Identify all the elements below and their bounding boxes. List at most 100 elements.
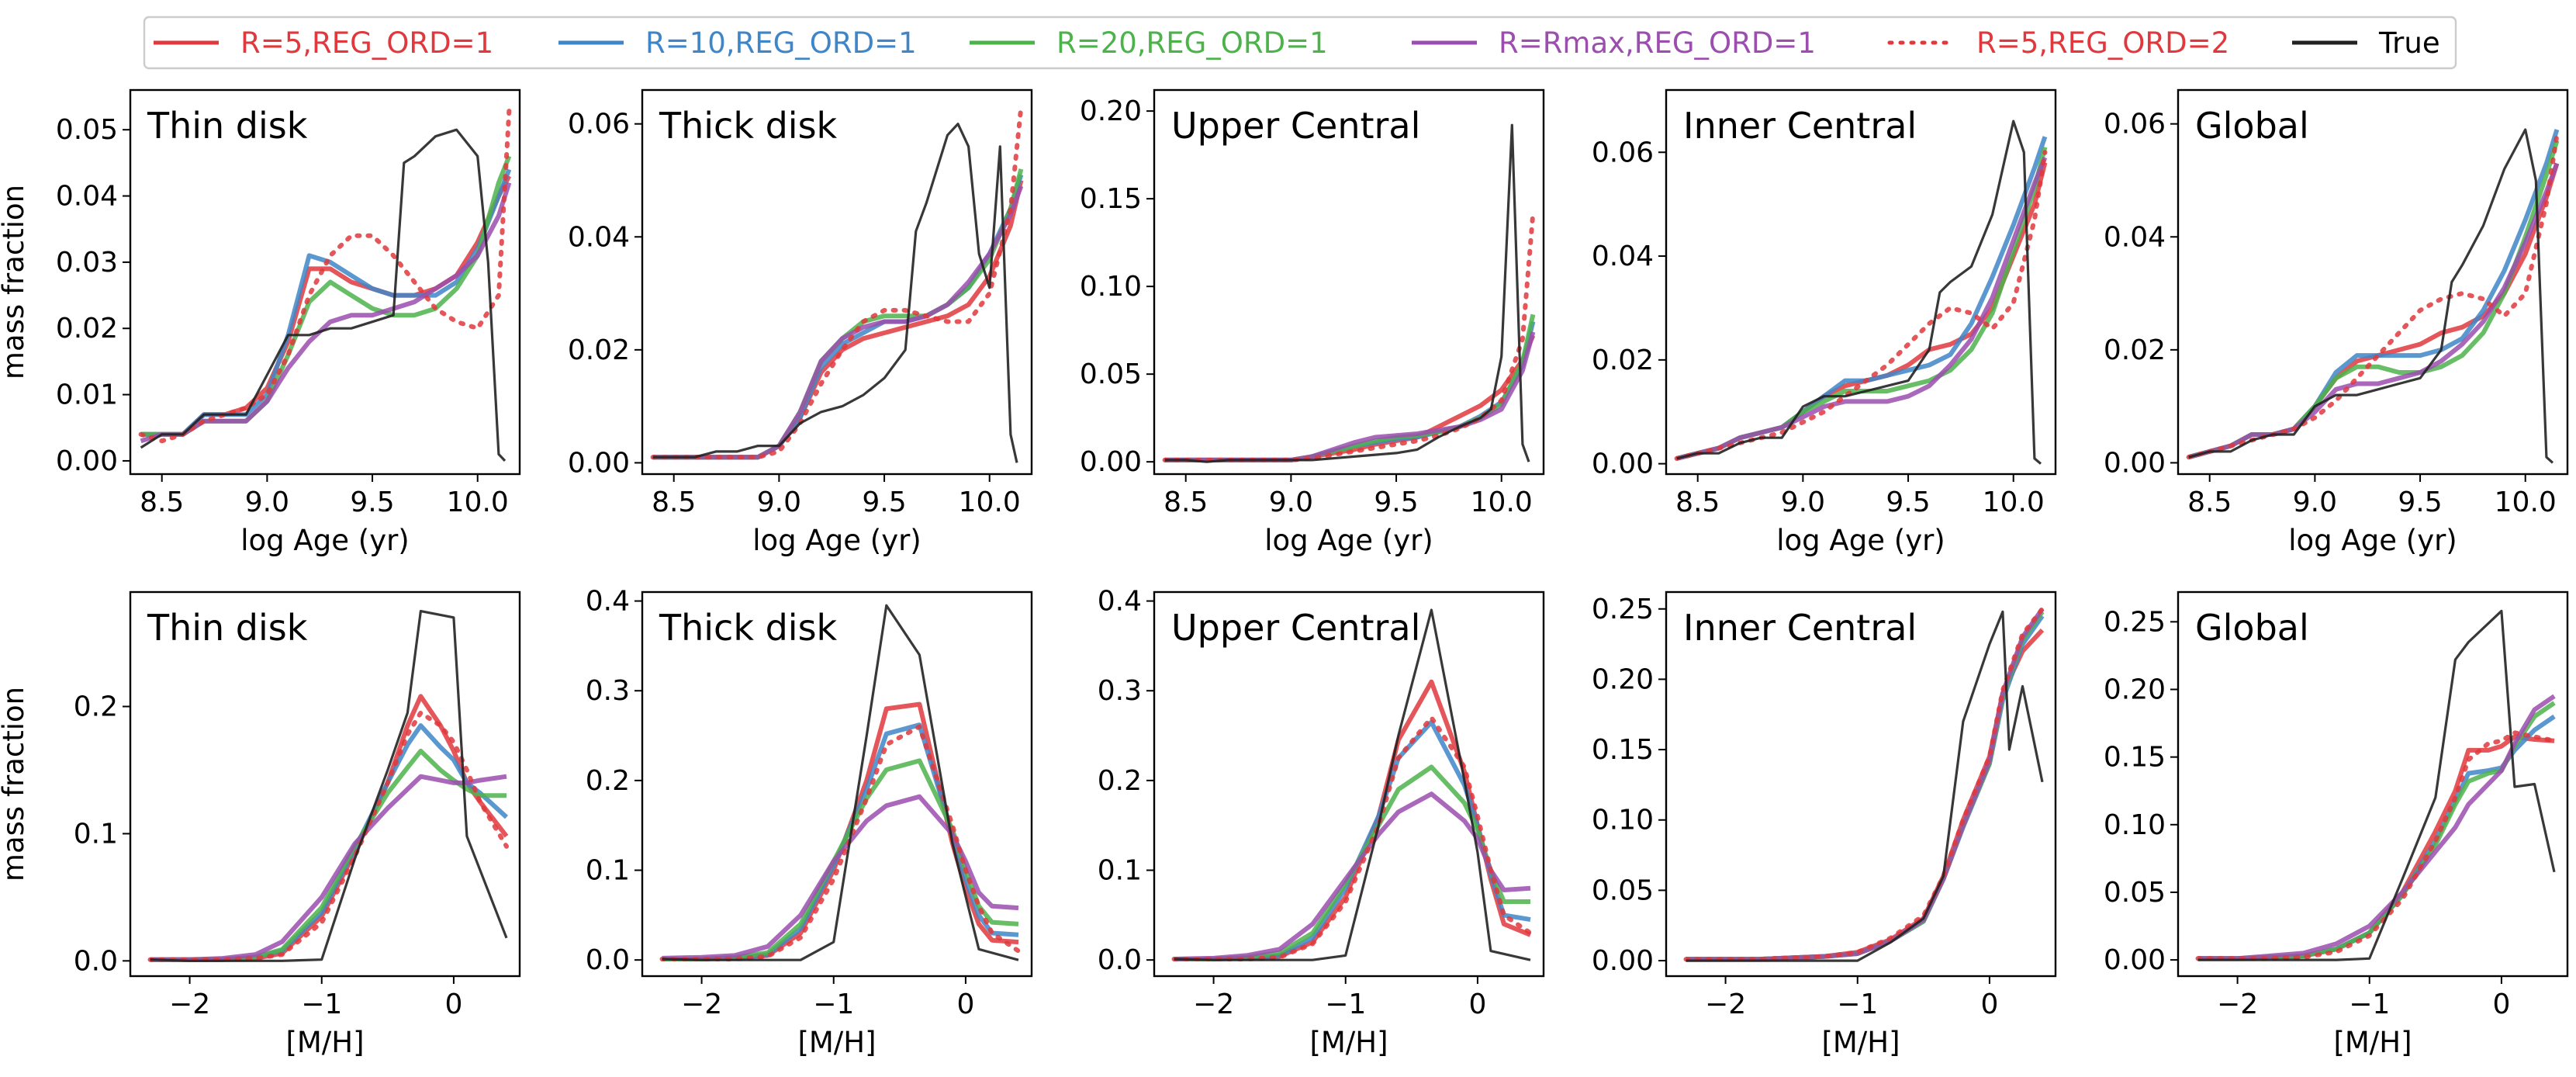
panel-4-xtick-label: 8.5 bbox=[1675, 487, 1720, 518]
panel-1-series-r5o2 bbox=[138, 107, 512, 444]
panel-3-ytick-label: 0.00 bbox=[1080, 446, 1142, 478]
panel-3-ytick-label: 0.10 bbox=[1080, 271, 1142, 303]
panel-1-xtick-label: 9.5 bbox=[350, 487, 394, 518]
panel-7-series-r10 bbox=[662, 722, 1019, 961]
panel-3-series-rmax bbox=[1164, 331, 1536, 462]
legend-label-rmax: R=Rmax,REG_ORD=1 bbox=[1499, 26, 1816, 60]
panel-9-xtick-label: 0 bbox=[1980, 989, 1998, 1020]
panel-10-xtick-label: −1 bbox=[2349, 989, 2390, 1020]
panel-9-series-true bbox=[1686, 610, 2044, 962]
panel-5-xtick-label: 9.0 bbox=[2293, 487, 2337, 518]
panel-2-frame bbox=[641, 88, 1033, 476]
panel-7-series-true bbox=[662, 604, 1019, 961]
panel-5-title: Global bbox=[2195, 105, 2309, 147]
panel-2-series-r5 bbox=[652, 179, 1024, 460]
panel-5-series-rmax bbox=[2187, 162, 2560, 460]
panel-1-series-true bbox=[140, 128, 507, 462]
panel-7-ytick-label: 0.0 bbox=[586, 944, 630, 976]
panel-1-xtick-label: 8.5 bbox=[140, 487, 184, 518]
panel-10-ytick-label: 0.00 bbox=[2104, 944, 2166, 976]
panel-2-xtick-label: 9.0 bbox=[757, 487, 801, 518]
panel-1-xtick-label: 10.0 bbox=[447, 487, 509, 518]
panel-7-frame bbox=[641, 590, 1033, 978]
panel-1-series-r10 bbox=[140, 168, 512, 437]
panel-10-series-r5o2 bbox=[2195, 730, 2557, 961]
panel-9-series-r10 bbox=[1686, 615, 2045, 962]
panel-10-xtick-label: −2 bbox=[2217, 989, 2258, 1020]
panel-5-series-true bbox=[2188, 128, 2554, 464]
panel-5-ytick-label: 0.04 bbox=[2104, 221, 2166, 253]
panel-8-ytick-label: 0.1 bbox=[1098, 855, 1142, 887]
panel-6-xlabel: [M/H] bbox=[285, 1026, 364, 1059]
panel-8-ytick-label: 0.2 bbox=[1098, 765, 1142, 797]
panel-4-series-true bbox=[1676, 119, 2042, 465]
panel-1-series-r20 bbox=[140, 155, 512, 437]
legend-label-r5: R=5,REG_ORD=1 bbox=[240, 26, 493, 60]
legend-frame bbox=[143, 16, 2457, 70]
panel-1-ylabel: mass fraction bbox=[0, 185, 30, 379]
panel-7-ytick-label: 0.4 bbox=[586, 586, 630, 618]
panel-6-xtick-label: −1 bbox=[301, 989, 342, 1020]
panel-1-ytick-label: 0.03 bbox=[56, 247, 118, 279]
panel-1-ytick-label: 0.05 bbox=[56, 114, 118, 146]
panel-2-ytick-label: 0.06 bbox=[568, 109, 630, 140]
legend-label-r20: R=20,REG_ORD=1 bbox=[1056, 26, 1328, 60]
panel-6-series-r5 bbox=[150, 694, 509, 962]
panel-1-title: Thin disk bbox=[147, 105, 308, 147]
panel-3-ytick-label: 0.05 bbox=[1080, 358, 1142, 390]
panel-3-xtick-label: 9.0 bbox=[1269, 487, 1313, 518]
panel-3-series-true bbox=[1164, 123, 1530, 463]
panel-10-series-true bbox=[2197, 609, 2556, 961]
panel-7-series-r5 bbox=[662, 701, 1019, 961]
panel-4-ytick-label: 0.02 bbox=[1592, 345, 1654, 376]
panel-9-xlabel: [M/H] bbox=[1821, 1026, 1900, 1059]
panel-10-xlabel: [M/H] bbox=[2333, 1026, 2412, 1059]
panel-4-ytick-label: 0.06 bbox=[1592, 137, 1654, 168]
panel-7-series-rmax bbox=[662, 794, 1019, 961]
panel-5-series-r5 bbox=[2187, 162, 2560, 460]
panel-1-series-rmax bbox=[140, 182, 512, 444]
panel-6-series-rmax bbox=[150, 774, 507, 962]
panel-4-frame bbox=[1665, 88, 2057, 476]
panel-9-title: Inner Central bbox=[1683, 607, 1917, 649]
panel-9-series-r20 bbox=[1686, 610, 2045, 962]
panel-3-xtick-label: 10.0 bbox=[1471, 487, 1533, 518]
panel-1-xlabel: log Age (yr) bbox=[240, 524, 409, 557]
panel-6-ylabel: mass fraction bbox=[0, 687, 30, 881]
panel-5-ytick-label: 0.06 bbox=[2104, 109, 2166, 140]
panel-2-ytick-label: 0.00 bbox=[568, 447, 630, 479]
panel-2-series-r5o2 bbox=[650, 104, 1024, 460]
panel-3-xlabel: log Age (yr) bbox=[1264, 524, 1433, 557]
panel-1-series-r5 bbox=[140, 175, 512, 437]
panel-9-frame bbox=[1665, 590, 2057, 978]
panel-8-series-rmax bbox=[1174, 791, 1531, 961]
panel-6-xtick-label: −2 bbox=[169, 989, 210, 1020]
panel-7-series-r5o2 bbox=[659, 724, 1021, 961]
panel-8-ytick-label: 0.0 bbox=[1098, 944, 1142, 976]
panel-10-ytick-label: 0.25 bbox=[2104, 606, 2166, 638]
panel-4-ytick-label: 0.04 bbox=[1592, 241, 1654, 272]
panel-5-ytick-label: 0.02 bbox=[2104, 334, 2166, 366]
panel-5-xtick-label: 10.0 bbox=[2495, 487, 2557, 518]
panel-5-series-r20 bbox=[2187, 140, 2560, 460]
panel-10-frame bbox=[2177, 590, 2569, 978]
panel-4-xlabel: log Age (yr) bbox=[1776, 524, 1945, 557]
panel-5-xtick-label: 9.5 bbox=[2398, 487, 2442, 518]
panel-9-series-rmax bbox=[1686, 608, 2045, 962]
panel-4-title: Inner Central bbox=[1683, 105, 1917, 147]
panel-3-series-r10 bbox=[1164, 320, 1536, 462]
panel-2-ytick-label: 0.04 bbox=[568, 221, 630, 253]
panel-10-ytick-label: 0.20 bbox=[2104, 674, 2166, 705]
panel-4-xtick-label: 10.0 bbox=[1983, 487, 2045, 518]
panel-10-series-rmax bbox=[2197, 694, 2556, 961]
legend-label-r5o2: R=5,REG_ORD=2 bbox=[1976, 26, 2229, 60]
panel-8-ytick-label: 0.3 bbox=[1098, 675, 1142, 707]
panel-9-ytick-label: 0.20 bbox=[1592, 663, 1654, 695]
panel-8-xtick-label: −1 bbox=[1325, 989, 1366, 1020]
panel-4-series-r5 bbox=[1675, 161, 2048, 461]
panel-5-frame bbox=[2177, 88, 2569, 476]
panel-9-ytick-label: 0.05 bbox=[1592, 874, 1654, 906]
panel-8-xlabel: [M/H] bbox=[1309, 1026, 1388, 1059]
panel-5-ytick-label: 0.00 bbox=[2104, 447, 2166, 479]
panel-10-ytick-label: 0.10 bbox=[2104, 809, 2166, 841]
